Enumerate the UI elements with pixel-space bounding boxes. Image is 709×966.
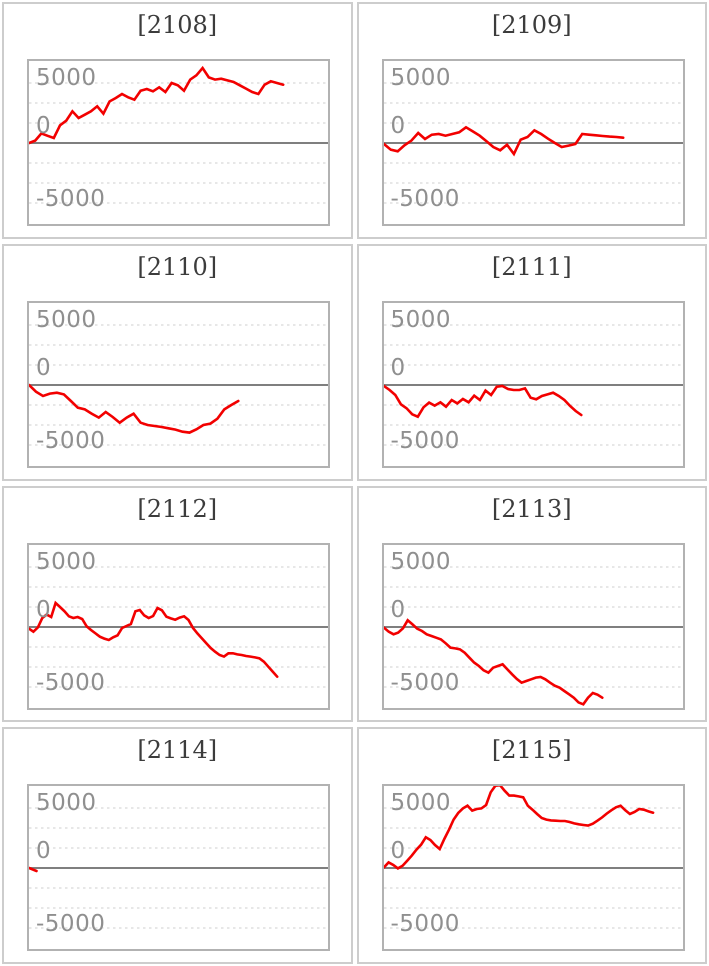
slump-graph bbox=[29, 807, 328, 929]
series-line bbox=[29, 383, 240, 434]
chart-plot-area: 5000 0 -5000 bbox=[27, 784, 330, 952]
chart-card-2113: [2113] 5000 0 -5000 bbox=[356, 485, 707, 723]
chart-card-2112: [2112] 5000 0 -5000 bbox=[2, 485, 353, 723]
chart-card-2108: [2108] 5000 0 -5000 bbox=[2, 2, 353, 239]
slump-graph bbox=[29, 324, 328, 446]
chart-card-2111: [2111] 5000 0 -5000 bbox=[356, 243, 707, 481]
slump-graph bbox=[383, 786, 683, 929]
chart-card-2109: [2109] 5000 0 -5000 bbox=[356, 2, 707, 239]
chart-title: [2109] bbox=[491, 11, 572, 39]
chart-title: [2115] bbox=[491, 736, 572, 765]
chart-card-2115: [2115] 5000 0 -5000 bbox=[356, 727, 707, 964]
chart-plot-area: 5000 0 -5000 bbox=[381, 542, 685, 710]
chart-plot-area: 5000 0 -5000 bbox=[381, 784, 685, 952]
chart-title: [2112] bbox=[137, 494, 218, 523]
slump-graph bbox=[383, 566, 683, 706]
chart-title: [2113] bbox=[491, 494, 572, 523]
series-line bbox=[29, 65, 285, 145]
chart-card-2114: [2114] 5000 0 -5000 bbox=[2, 727, 353, 964]
series-line bbox=[383, 384, 583, 419]
series-line bbox=[383, 786, 654, 871]
series-line bbox=[29, 866, 38, 873]
chart-title: [2114] bbox=[137, 736, 218, 765]
chart-title: [2111] bbox=[491, 252, 572, 281]
chart-plot-area: 5000 0 -5000 bbox=[27, 300, 330, 468]
series-line bbox=[383, 125, 624, 157]
series-line bbox=[383, 617, 604, 706]
chart-title: [2110] bbox=[137, 252, 218, 281]
chart-card-2110: [2110] 5000 0 -5000 bbox=[2, 243, 353, 481]
slump-graph bbox=[383, 324, 683, 446]
chart-title: [2108] bbox=[137, 11, 218, 39]
chart-plot-area: 5000 0 -5000 bbox=[381, 59, 685, 226]
chart-plot-area: 5000 0 -5000 bbox=[27, 59, 330, 226]
slump-graph bbox=[29, 65, 328, 204]
chart-plot-area: 5000 0 -5000 bbox=[27, 542, 330, 710]
series-line bbox=[29, 600, 279, 678]
chart-plot-area: 5000 0 -5000 bbox=[381, 300, 685, 468]
slump-graph bbox=[29, 566, 328, 687]
slump-graph bbox=[383, 82, 683, 204]
